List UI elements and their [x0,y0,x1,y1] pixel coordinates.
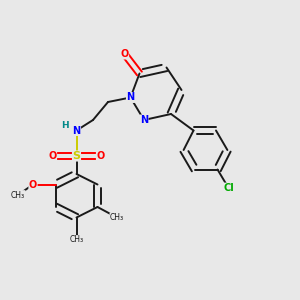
Text: H: H [61,121,69,130]
Text: O: O [96,151,105,161]
Text: CH₃: CH₃ [69,236,84,244]
Text: O: O [29,179,37,190]
Text: N: N [126,92,135,103]
Text: CH₃: CH₃ [110,213,124,222]
Text: N: N [72,125,81,136]
Text: O: O [48,151,57,161]
Text: S: S [73,151,80,161]
Text: Cl: Cl [223,183,234,193]
Text: CH₃: CH₃ [11,190,25,200]
Text: N: N [140,115,148,125]
Text: O: O [120,49,129,59]
